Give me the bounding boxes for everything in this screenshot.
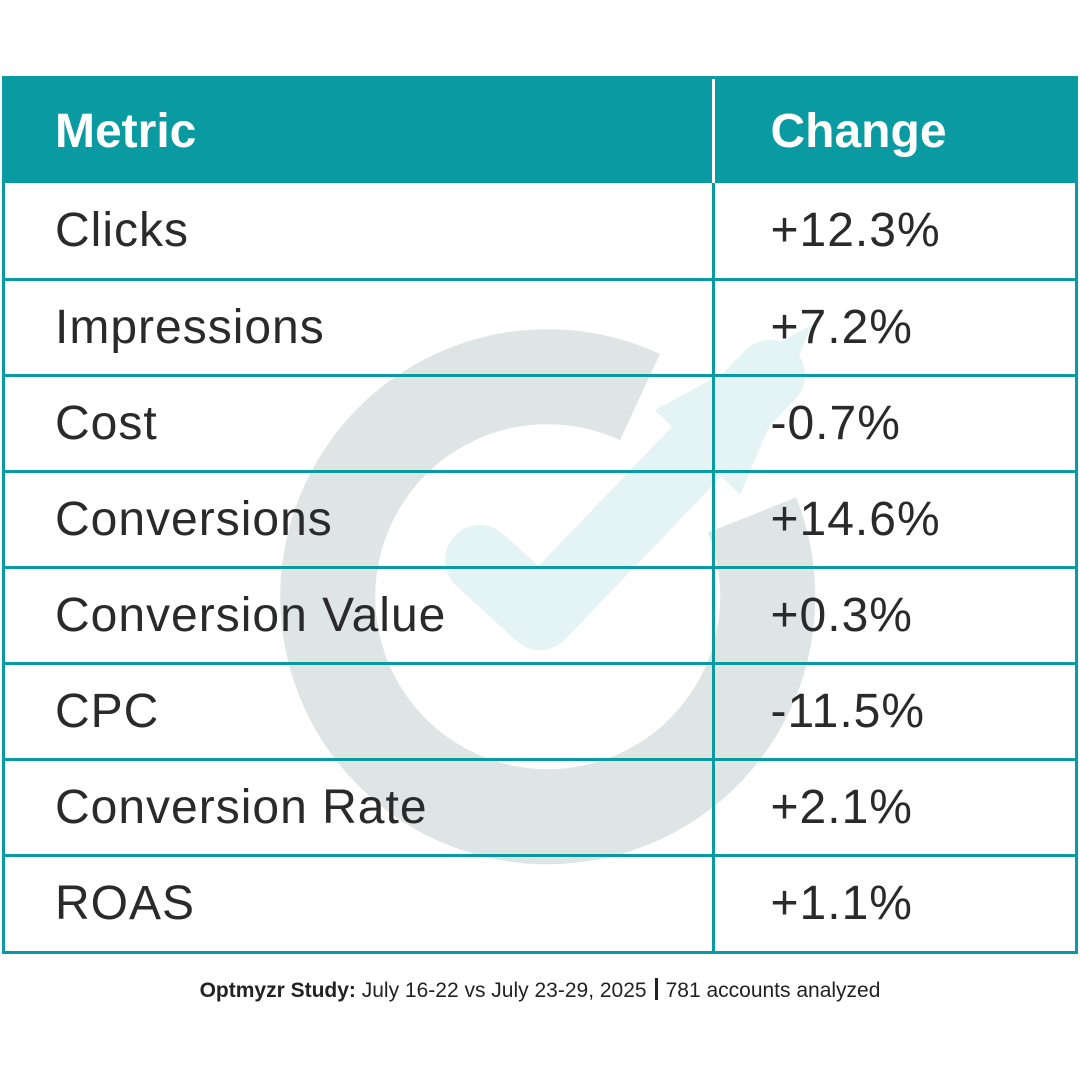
- metric-cell: Impressions: [5, 277, 713, 375]
- footer-accounts: 781 accounts analyzed: [665, 979, 881, 1002]
- metric-cell: Conversion Rate: [5, 757, 713, 855]
- change-cell: +14.6%: [711, 469, 1075, 567]
- table-row: Impressions +7.2%: [5, 277, 1075, 375]
- metric-cell: CPC: [5, 661, 713, 759]
- metric-cell: ROAS: [5, 853, 713, 951]
- metric-cell: Cost: [5, 373, 713, 471]
- table-row: Conversions +14.6%: [5, 469, 1075, 567]
- metrics-table-container: Metric Change Clicks +12.3% Impressions +7.…: [2, 76, 1078, 954]
- change-cell: +2.1%: [711, 757, 1075, 855]
- table-row: CPC -11.5%: [5, 661, 1075, 759]
- metric-cell: Conversions: [5, 469, 713, 567]
- metrics-table: Metric Change Clicks +12.3% Impressions +7.…: [5, 79, 1075, 951]
- table-row: ROAS +1.1%: [5, 853, 1075, 951]
- source-footer: Optmyzr Study: July 16-22 vs July 23-29,…: [0, 978, 1080, 1003]
- metric-cell: Conversion Value: [5, 565, 713, 663]
- footer-period: July 16-22 vs July 23-29, 2025: [361, 979, 647, 1002]
- footer-brand: Optmyzr Study:: [199, 979, 356, 1002]
- change-column-header: Change: [711, 79, 1075, 183]
- table-row: Cost -0.7%: [5, 373, 1075, 471]
- change-cell: +0.3%: [711, 565, 1075, 663]
- change-cell: +1.1%: [711, 853, 1075, 951]
- table-row: Conversion Rate +2.1%: [5, 757, 1075, 855]
- change-cell: -11.5%: [711, 661, 1075, 759]
- change-cell: +7.2%: [711, 277, 1075, 375]
- metric-column-header: Metric: [5, 79, 713, 183]
- change-cell: +12.3%: [711, 183, 1075, 279]
- change-cell: -0.7%: [711, 373, 1075, 471]
- table-row: Clicks +12.3%: [5, 183, 1075, 279]
- footer-separator: [654, 978, 658, 1000]
- metric-cell: Clicks: [55, 203, 189, 257]
- table-header-row: Metric Change: [5, 79, 1075, 183]
- table-row: Conversion Value +0.3%: [5, 565, 1075, 663]
